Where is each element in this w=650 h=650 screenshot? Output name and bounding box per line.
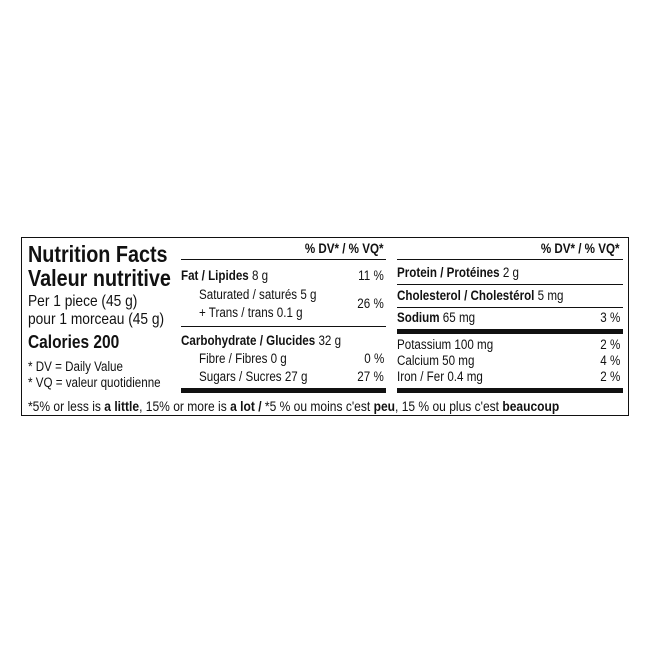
serving-en: Per 1 piece (45 g) <box>28 293 138 310</box>
vq-note: * VQ = valeur quotidienne <box>28 375 161 390</box>
dv-header-middle: % DV* / % VQ* <box>305 241 384 256</box>
fat-row: Fat / Lipides 8 g <box>181 269 268 283</box>
cholesterol-row: Cholesterol / Cholestérol 5 mg <box>397 289 563 303</box>
divider <box>181 326 386 328</box>
carb-amount: 32 g <box>318 333 342 348</box>
calcium-row: Calcium 50 mg <box>397 353 475 368</box>
protein-row: Protein / Protéines 2 g <box>397 266 519 280</box>
footnote-text: , 15 % ou plus c'est <box>395 398 503 414</box>
title-en: Nutrition Facts <box>28 241 168 267</box>
divider <box>181 259 386 261</box>
fibre-dv: 0 % <box>363 351 384 366</box>
sat-trans-dv: 26 % <box>357 296 384 311</box>
potassium-row: Potassium 100 mg <box>397 337 494 352</box>
iron-dv: 2 % <box>599 369 620 384</box>
sodium-amount: 65 mg <box>442 310 476 325</box>
serving-fr: pour 1 morceau (45 g) <box>28 311 165 328</box>
dv-header-right: % DV* / % VQ* <box>541 241 620 256</box>
sugars-dv: 27 % <box>357 369 384 384</box>
carb-label: Carbohydrate / Glucides <box>181 333 316 348</box>
footnote-text: , 15% or more is <box>139 398 231 414</box>
protein-label: Protein / Protéines <box>397 265 500 280</box>
calcium-dv: 4 % <box>599 353 620 368</box>
dv-note: * DV = Daily Value <box>28 359 123 374</box>
protein-amount: 2 g <box>502 265 519 280</box>
cholesterol-label: Cholesterol / Cholestérol <box>397 288 535 303</box>
footnote-bold: a little <box>104 398 140 414</box>
saturated-row: Saturated / saturés 5 g <box>199 287 317 302</box>
divider <box>397 284 623 286</box>
cholesterol-amount: 5 mg <box>537 288 564 303</box>
footnote-bold: peu <box>373 398 396 414</box>
footnote-text: *5% or less is <box>28 398 105 414</box>
sodium-dv: 3 % <box>599 310 620 325</box>
divider-thick <box>397 329 623 334</box>
title-fr: Valeur nutritive <box>28 265 171 291</box>
nutrition-facts-table: Nutrition Facts Valeur nutritive Per 1 p… <box>21 237 629 416</box>
footnote-text: *5 % ou moins c'est <box>264 398 374 414</box>
calories: Calories 200 <box>28 332 120 352</box>
fibre-row: Fibre / Fibres 0 g <box>199 351 287 366</box>
sugars-row: Sugars / Sucres 27 g <box>199 369 308 384</box>
carb-row: Carbohydrate / Glucides 32 g <box>181 334 341 348</box>
potassium-dv: 2 % <box>599 337 620 352</box>
footnote-bold: a lot / <box>230 398 265 414</box>
divider <box>397 307 623 309</box>
fat-amount: 8 g <box>251 268 269 283</box>
trans-row: + Trans / trans 0.1 g <box>199 305 303 320</box>
fat-label: Fat / Lipides <box>181 268 249 283</box>
footnote-bold: beaucoup <box>502 398 560 414</box>
sodium-label: Sodium <box>397 310 440 325</box>
divider-thick <box>181 388 386 393</box>
footnote: *5% or less is a little, 15% or more is … <box>28 399 559 413</box>
iron-row: Iron / Fer 0.4 mg <box>397 369 483 384</box>
divider <box>397 259 623 261</box>
fat-dv: 11 % <box>358 268 384 283</box>
divider-thick <box>397 388 623 393</box>
sodium-row: Sodium 65 mg <box>397 311 475 325</box>
